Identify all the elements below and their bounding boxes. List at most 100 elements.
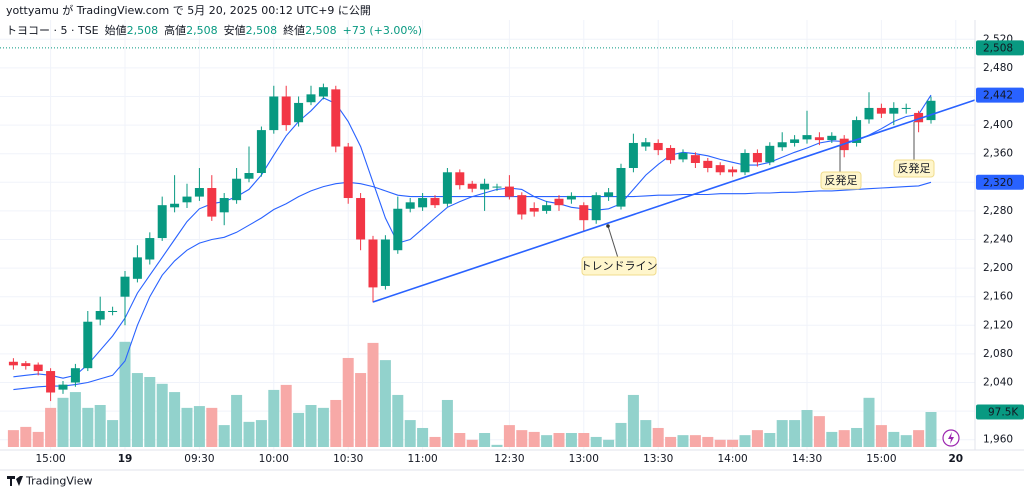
candle-body [876, 107, 886, 114]
x-tick-label: 14:00 [717, 453, 747, 465]
ohlc-value: 2,508 [186, 24, 218, 37]
volume-bar [404, 420, 416, 447]
volume-bar [813, 416, 825, 447]
candle-body [95, 310, 105, 320]
volume-bar [652, 427, 664, 447]
time-axis: 15:00 19 09:30 10:00 10:30 11:00 12:30 13:00 13:… [35, 453, 963, 465]
x-tick-label: 15:00 [35, 453, 65, 465]
alert-icon-glyph [948, 432, 954, 444]
callout-box [820, 171, 862, 190]
volume-bar [131, 373, 143, 447]
x-tick-label: 12:30 [494, 453, 524, 465]
candle-body [678, 152, 688, 160]
candle-body [442, 172, 452, 204]
volume-bar [590, 436, 602, 447]
candle-body [703, 160, 713, 168]
volume-bar [764, 432, 776, 447]
candle-body [467, 183, 477, 189]
volume-bar [627, 394, 639, 447]
candle-body [58, 384, 68, 390]
candle-body [157, 205, 167, 239]
candle-body [455, 172, 465, 186]
volume-bar [491, 444, 503, 447]
symbol-legend: トヨコー · 5 · TSE 始値2,508 高値2,508 安値2,508 終値2,5… [6, 23, 422, 37]
price-label-box [976, 174, 1024, 190]
volume-label: 97.5K [988, 406, 1019, 418]
volume-bar [107, 420, 119, 447]
candle-body [418, 198, 428, 208]
volume-bar [69, 392, 81, 447]
price-axis: 1,9602,0002,0402,0802,1202,1602,2002,240… [976, 33, 1024, 446]
callout-pointer [607, 225, 619, 259]
candle-body [554, 198, 564, 206]
candle-body [132, 257, 142, 279]
candle-body [294, 102, 304, 123]
candle-body [517, 195, 527, 215]
volume-bar [503, 425, 515, 447]
candle-body [653, 142, 663, 151]
y-tick-label: 2,160 [983, 291, 1013, 303]
volume-bar [826, 431, 838, 447]
volume-bar [32, 431, 44, 447]
volume-bar [727, 439, 739, 447]
trend-line [372, 99, 976, 303]
volume-bar [268, 389, 280, 447]
candle-body [405, 202, 415, 209]
change: +73 (+3.00%) [343, 24, 422, 37]
candle-body [269, 96, 279, 131]
volume-label-box [976, 404, 1024, 420]
volume-bar [615, 422, 627, 447]
x-tick-label: 15:00 [866, 453, 896, 465]
candle-body [380, 239, 390, 286]
y-tick-label: 2,200 [983, 262, 1013, 274]
callout-box [581, 256, 657, 276]
candle-body [343, 146, 353, 199]
price-label-box [976, 40, 1024, 56]
candle-body [83, 321, 93, 369]
publisher-line: yottyamu が TradingView.com で 5月 20, 2025… [6, 3, 371, 17]
volume-bar [169, 392, 181, 447]
volume-bar [714, 439, 726, 447]
candle-body [207, 188, 217, 217]
y-tick-label: 1,960 [983, 434, 1013, 446]
symbol: トヨコー · 5 · TSE [6, 24, 99, 37]
candle-body [591, 195, 601, 221]
candle-body [777, 142, 787, 148]
volume-bar [640, 420, 652, 447]
candle-body [889, 107, 899, 114]
volume-bar [317, 407, 329, 447]
candle-body [145, 238, 155, 260]
candle-body [827, 135, 837, 141]
price-label: 2,442 [983, 90, 1013, 102]
volume-bar [45, 407, 57, 447]
callout-dot [606, 224, 610, 228]
candle-body [529, 208, 539, 212]
candle-body [566, 195, 576, 200]
x-tick-label: 13:00 [569, 453, 599, 465]
volume-bar [702, 436, 714, 447]
candle-body [356, 198, 366, 240]
volume-bar [677, 435, 689, 447]
y-tick-label: 2,080 [983, 348, 1013, 360]
candle-body [790, 139, 800, 143]
candle-body [182, 196, 192, 203]
volume-bar [466, 439, 478, 447]
ma-line [13, 181, 932, 391]
volume-bar [553, 432, 565, 447]
volume-bar [20, 426, 32, 447]
volume-bar [280, 384, 292, 447]
ohlc-label: 安値 [224, 23, 246, 37]
volume-bar [94, 404, 106, 447]
volume-bar [293, 412, 305, 447]
volume-bar [305, 404, 317, 447]
ohlc-label: 始値 [105, 23, 127, 37]
volume-bar [441, 399, 453, 447]
volume-bar [392, 394, 404, 447]
volume-bar [218, 425, 230, 447]
volume-pane [7, 341, 937, 447]
ohlc-value: 2,508 [305, 24, 337, 37]
volume-bar [578, 432, 590, 447]
candle-body [492, 186, 502, 188]
brand-logo [7, 476, 23, 486]
candle-body [628, 142, 638, 168]
